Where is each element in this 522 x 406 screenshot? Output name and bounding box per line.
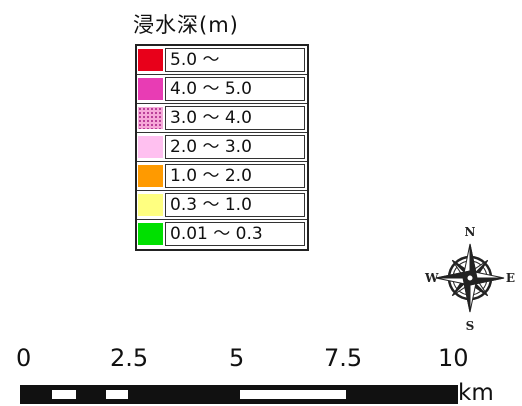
legend-label: 0.01 ～ 0.3 (165, 222, 305, 246)
legend-row-0: 5.0 ～ (137, 46, 307, 75)
scale-unit: km (458, 380, 494, 406)
compass-east-label: E (506, 271, 515, 285)
legend-swatch (138, 78, 163, 100)
compass-north-label: N (465, 225, 476, 239)
legend-swatch (138, 194, 163, 216)
legend: 5.0 ～ 4.0 ～ 5.0 3.0 ～ 4.0 2.0 ～ 3.0 1.0 … (135, 44, 309, 251)
compass-west-label: W (424, 271, 439, 285)
scale-tick-5: 5 (229, 344, 245, 372)
legend-label: 1.0 ～ 2.0 (165, 164, 305, 188)
scale-bar-segment (52, 390, 76, 399)
legend-label: 5.0 ～ (165, 48, 305, 72)
legend-row-2: 3.0 ～ 4.0 (137, 104, 307, 133)
legend-row-5: 0.3 ～ 1.0 (137, 191, 307, 220)
scale-tick-2-5: 2.5 (110, 344, 149, 372)
legend-row-6: 0.01 ～ 0.3 (137, 220, 307, 249)
scale-tick-0: 0 (16, 344, 32, 372)
scale-tick-10: 10 (438, 344, 469, 372)
legend-label: 2.0 ～ 3.0 (165, 135, 305, 159)
compass-south-label: S (466, 319, 475, 333)
scale-bar-segment (240, 390, 346, 399)
legend-label: 3.0 ～ 4.0 (165, 106, 305, 130)
legend-label: 4.0 ～ 5.0 (165, 77, 305, 101)
legend-swatch (138, 165, 163, 187)
legend-row-1: 4.0 ～ 5.0 (137, 75, 307, 104)
scale-tick-7-5: 7.5 (324, 344, 363, 372)
scale-bar-segment (106, 390, 128, 399)
legend-swatch (138, 49, 163, 71)
legend-row-3: 2.0 ～ 3.0 (137, 133, 307, 162)
scale-bar (20, 385, 458, 404)
legend-swatch (138, 107, 163, 129)
legend-row-4: 1.0 ～ 2.0 (137, 162, 307, 191)
legend-title: 浸水深(m) (133, 13, 239, 37)
compass-rose-icon: N S W E (424, 225, 515, 333)
legend-swatch (138, 136, 163, 158)
legend-swatch (138, 223, 163, 245)
legend-label: 0.3 ～ 1.0 (165, 193, 305, 217)
